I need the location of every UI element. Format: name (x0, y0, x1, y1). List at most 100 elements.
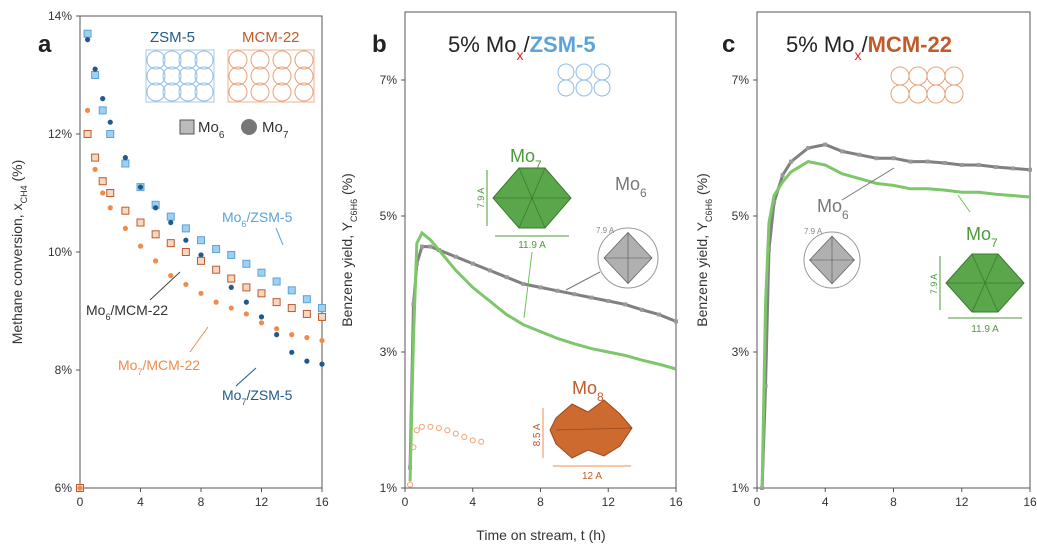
panel-label-b: b (372, 31, 387, 58)
data-point (242, 283, 251, 292)
cluster-dim-diameter: 7.9 A (596, 226, 615, 235)
data-point (257, 289, 266, 298)
cluster-dim-height: 7.9 A (476, 188, 486, 209)
mcm22-structure-icon (890, 66, 964, 104)
annotation-arrow (841, 167, 895, 201)
cluster-dim-width: 12 A (582, 471, 602, 482)
data-point (657, 312, 662, 317)
data-point (469, 437, 476, 444)
x-tick-label: 4 (469, 495, 476, 509)
data-point (168, 273, 174, 279)
data-point (122, 155, 128, 161)
data-point (993, 165, 998, 170)
data-point (857, 152, 862, 157)
lattice-ring (250, 82, 270, 102)
mo6-cluster-icon (803, 231, 861, 289)
data-point (1010, 166, 1015, 171)
data-point (521, 282, 526, 286)
x-tick-label: 16 (669, 495, 683, 509)
x-tick-label: 4 (137, 495, 144, 509)
lattice-ring (908, 84, 928, 104)
lattice-ring (194, 66, 214, 86)
data-point (136, 218, 145, 227)
lattice-ring (944, 66, 964, 86)
data-point (959, 163, 964, 167)
cluster-edge (555, 427, 633, 431)
data-point (470, 261, 475, 266)
y-axis-label: Benzene yield, YC6H6 (%) (694, 173, 714, 327)
data-point (287, 286, 296, 295)
annotation-arrow (235, 367, 257, 387)
data-point (274, 332, 280, 338)
mo7-cluster-icon (945, 253, 1025, 313)
x-tick-label: 12 (602, 495, 616, 509)
data-point (874, 156, 879, 161)
data-point (674, 319, 678, 324)
data-point (153, 258, 159, 264)
lattice-ring (890, 84, 910, 104)
data-point (77, 485, 83, 491)
data-point (589, 295, 594, 300)
data-point (100, 190, 106, 196)
cluster-label-mo6: Mo6 (817, 196, 849, 222)
data-point (228, 305, 234, 311)
y-tick-label: 10% (48, 245, 72, 259)
lattice-ring (194, 82, 214, 102)
data-point (181, 224, 190, 233)
lattice-ring (162, 66, 182, 86)
x-tick-label: 4 (822, 495, 829, 509)
data-point (780, 173, 785, 178)
lattice-ring (178, 82, 198, 102)
lattice-ring (575, 79, 593, 97)
lattice-frame (227, 49, 315, 103)
lattice-ring (250, 50, 270, 70)
data-point (227, 250, 236, 259)
data-point (942, 160, 947, 165)
lattice-ring (890, 66, 910, 86)
data-point (1028, 167, 1032, 172)
lattice-ring (593, 63, 611, 81)
annotation-arrow (957, 194, 971, 213)
data-point (289, 332, 295, 338)
x-tick-label: 16 (1023, 495, 1037, 509)
data-point (461, 434, 468, 440)
plot-frame-c (756, 11, 1031, 489)
cluster-dim-width: 11.9 A (518, 240, 546, 251)
x-tick-label: 0 (754, 495, 761, 509)
data-point (272, 277, 281, 286)
data-point (228, 284, 234, 290)
x-tick-label: 0 (77, 495, 84, 509)
data-point (418, 423, 425, 430)
annotation-mo6-mcm22: Mo6/MCM-22 (86, 302, 168, 322)
data-point (891, 156, 896, 161)
x-tick-label: 0 (402, 495, 409, 509)
y-tick-label: 5% (380, 209, 398, 223)
y-tick-label: 8% (55, 363, 73, 377)
data-point (572, 292, 577, 297)
annotation-arrow (149, 271, 181, 301)
data-point (302, 309, 311, 318)
data-point (98, 106, 107, 115)
data-point (272, 298, 281, 307)
lattice-ring (926, 66, 946, 86)
data-point (213, 299, 219, 305)
data-point (153, 205, 159, 211)
lattice-ring (178, 50, 198, 70)
lattice-ring (944, 84, 964, 104)
data-point (908, 159, 913, 164)
data-point (410, 444, 417, 451)
data-point (168, 219, 174, 226)
y-axis-label: Benzene yield, YC6H6 (%) (339, 173, 359, 327)
data-point (318, 312, 326, 321)
cluster-outline (597, 227, 659, 289)
data-point (823, 142, 828, 147)
data-point (242, 259, 251, 268)
y-tick-label: 7% (380, 73, 398, 87)
lattice-ring (162, 50, 182, 70)
data-point (413, 427, 420, 434)
data-point (106, 189, 115, 197)
y-tick-label: 3% (732, 345, 750, 359)
series-Mo6-MCM-22 (76, 130, 326, 492)
data-point (302, 295, 311, 304)
plot-frame-a (79, 15, 323, 489)
